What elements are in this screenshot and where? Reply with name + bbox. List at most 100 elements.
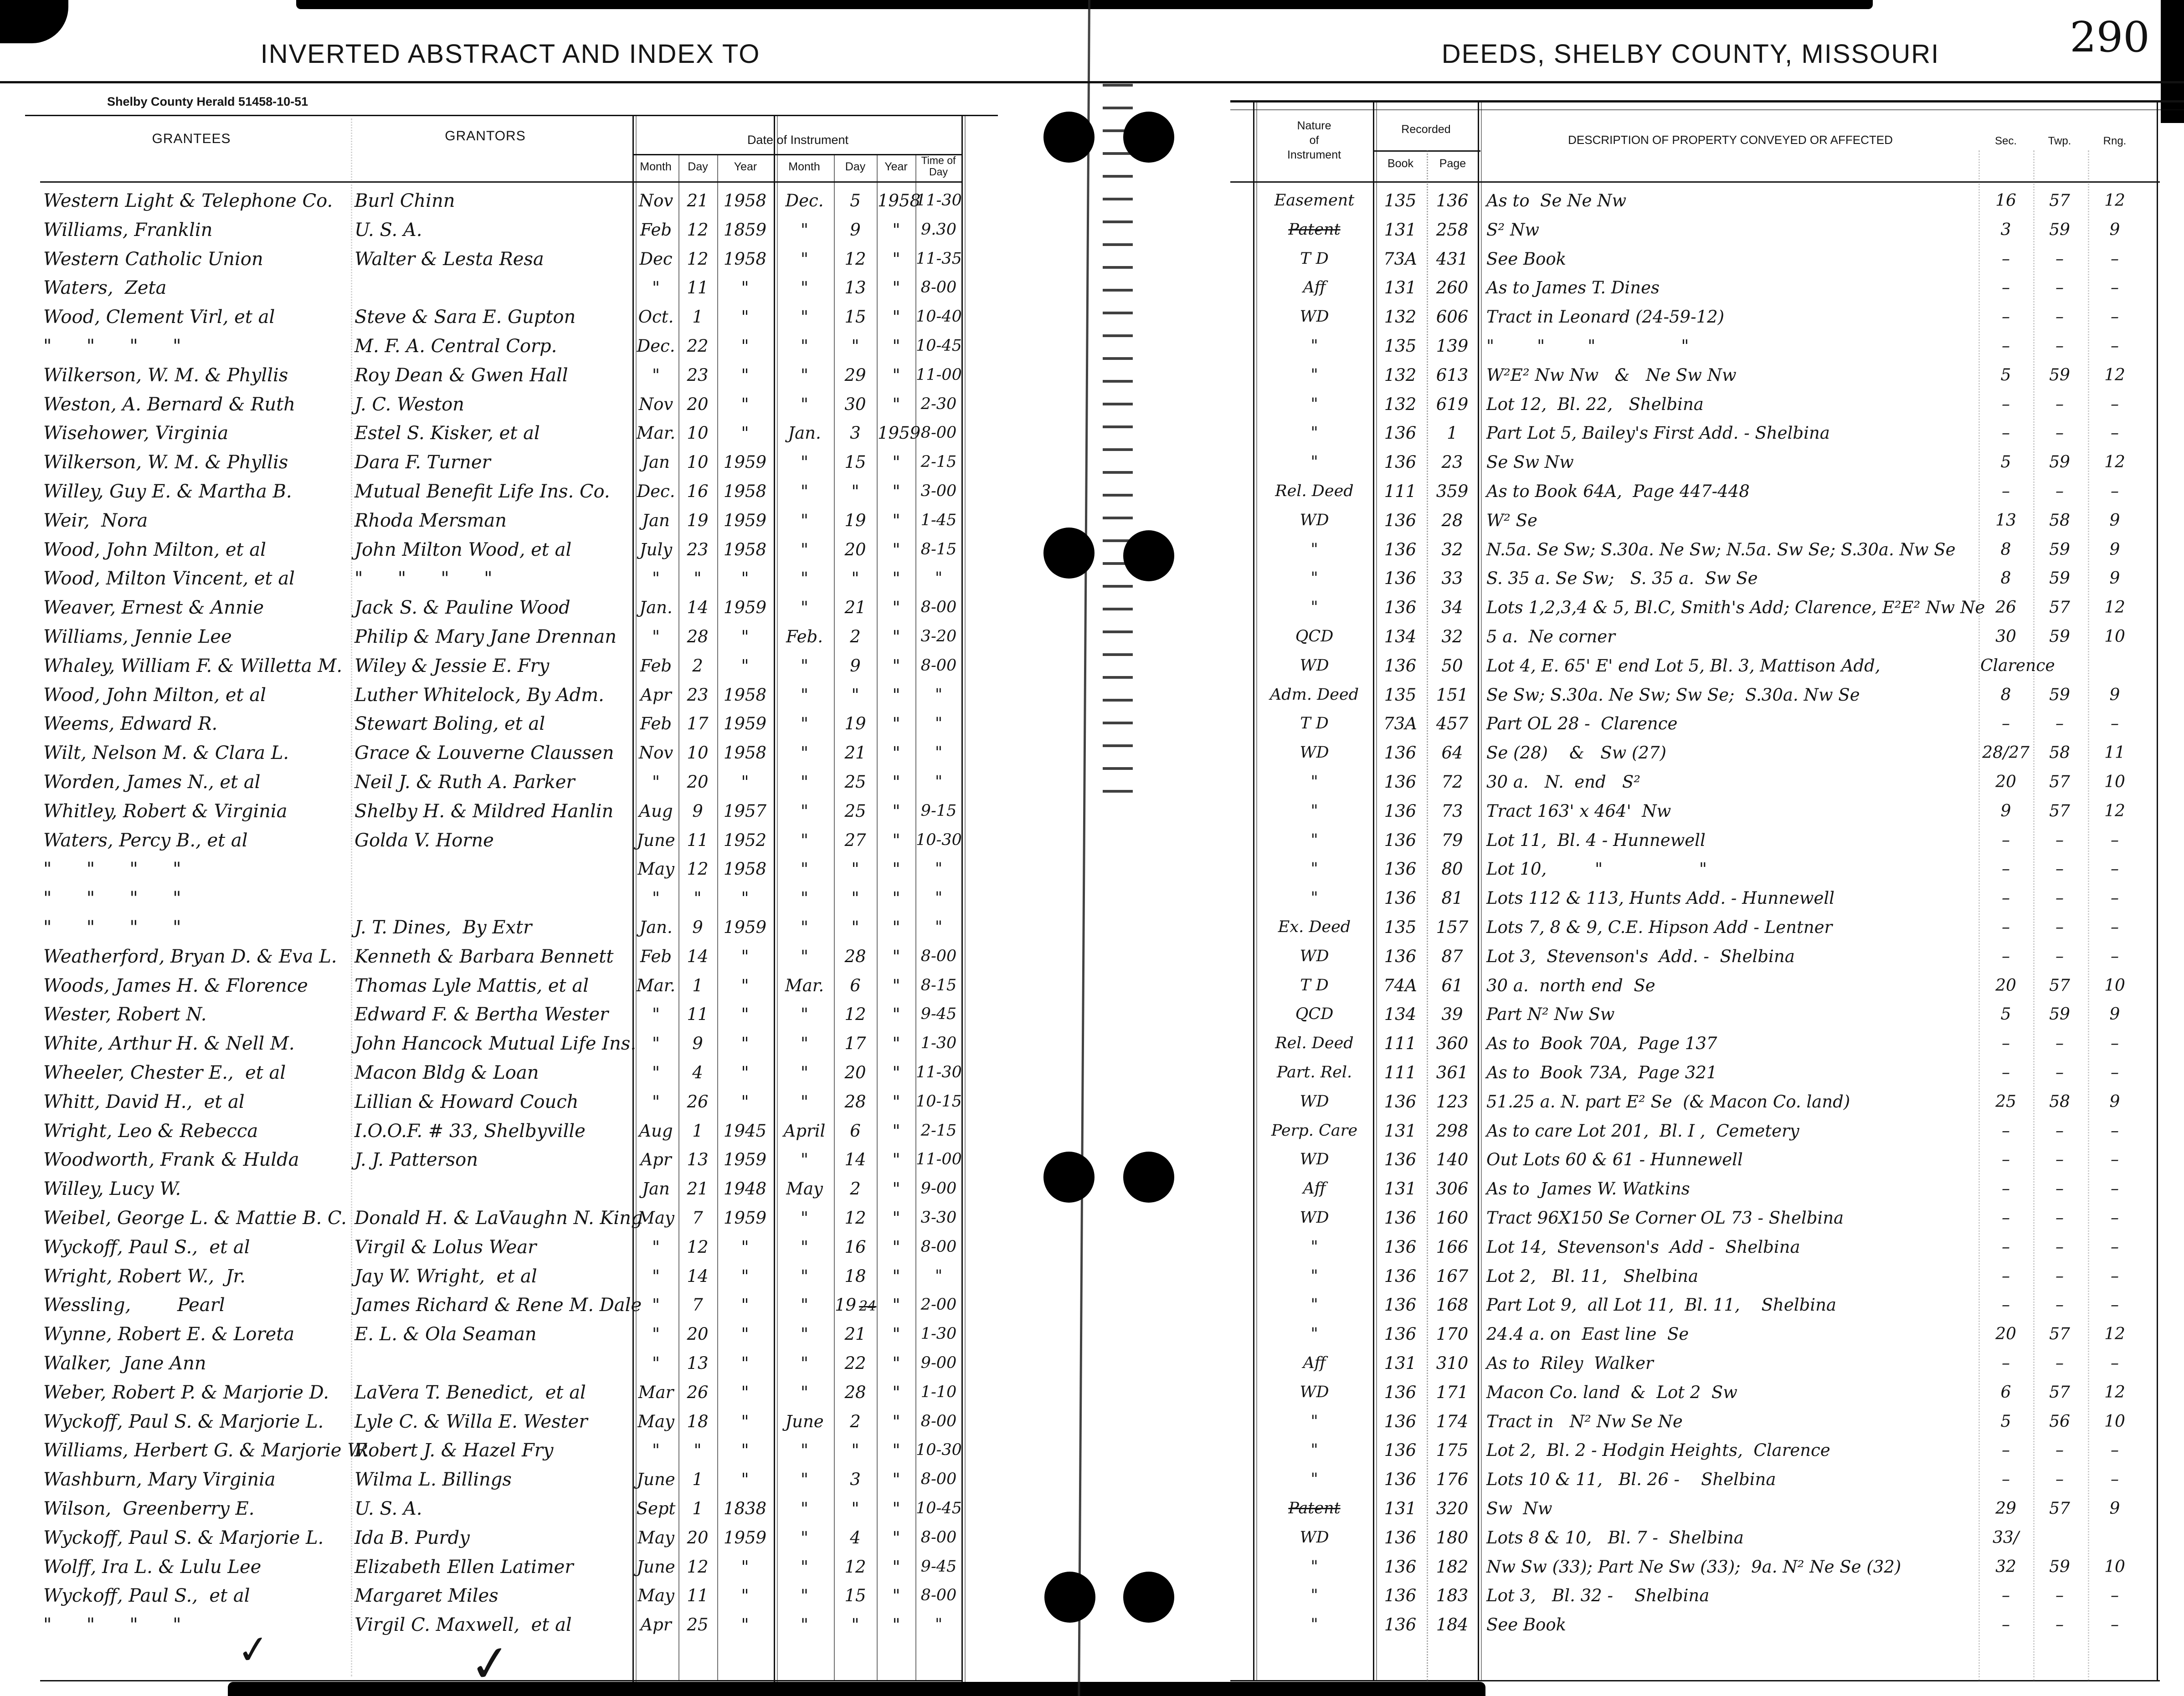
cell-sec: – xyxy=(2002,337,2010,355)
cell-book: 73A xyxy=(1383,249,1417,269)
cell-instrument-year: 1959 xyxy=(723,452,767,472)
cell-grantee: Wright, Robert W., Jr. xyxy=(43,1266,246,1287)
cell-sec: – xyxy=(2002,1266,2010,1286)
cell-nature-of-instrument: " xyxy=(1310,1237,1318,1256)
cell-rng: – xyxy=(2111,482,2119,501)
cell-instrument-month: June xyxy=(637,1470,675,1490)
cell-grantor: Grace & Louverne Claussen xyxy=(355,743,614,764)
cell-description: As to James W. Watkins xyxy=(1486,1179,1690,1199)
cell-twp: 57 xyxy=(2049,191,2070,210)
subcol-book: Book xyxy=(1387,157,1413,170)
cell-time-of-day: 8-00 xyxy=(920,278,957,297)
cell-instrument-day: 9 xyxy=(692,917,703,937)
cell-filing-month: " xyxy=(800,743,809,763)
cell-grantor: Stewart Boling, et al xyxy=(355,713,545,735)
cell-page: 260 xyxy=(1436,278,1469,298)
cell-instrument-day: " xyxy=(694,1440,702,1460)
cell-description: As to Book 73A, Page 321 xyxy=(1486,1063,1717,1082)
cell-nature-of-instrument: WD xyxy=(1300,656,1329,675)
cell-filing-year: " xyxy=(892,1411,900,1431)
cell-nature-of-instrument: Aff xyxy=(1303,278,1326,297)
cell-rng: – xyxy=(2111,395,2119,414)
cell-filing-day: 28 xyxy=(844,1091,866,1112)
cell-page: 73 xyxy=(1441,801,1463,821)
cell-rng: 12 xyxy=(2104,801,2125,820)
cell-page: 168 xyxy=(1436,1295,1469,1315)
cell-filing-year: " xyxy=(892,1440,900,1460)
cell-instrument-month: Jan xyxy=(642,452,670,472)
table-row: Williams, Jennie Lee Philip & Mary Jane … xyxy=(0,624,2184,653)
table-row: Wood, Clement Virl, et al Steve & Sara E… xyxy=(0,304,2184,333)
cell-rng: 12 xyxy=(2104,191,2125,210)
cell-filing-year: " xyxy=(892,1499,900,1518)
table-row: Whitley, Robert & Virginia Shelby H. & M… xyxy=(0,798,2184,827)
table-row: Washburn, Mary Virginia Wilma L. Billing… xyxy=(0,1466,2184,1496)
col-line xyxy=(774,115,775,1682)
col-line-dotted xyxy=(1978,150,1980,1681)
cell-filing-month: " xyxy=(800,307,809,327)
cell-description: Part Lot 5, Bailey's First Add. - Shelbi… xyxy=(1486,423,1830,443)
cell-rng: – xyxy=(2111,1063,2119,1082)
cell-filing-day: 2 xyxy=(850,627,861,646)
table-row: Wilt, Nelson M. & Clara L. Grace & Louve… xyxy=(0,740,2184,769)
cell-book: 136 xyxy=(1384,772,1417,792)
cell-twp: – xyxy=(2056,889,2064,908)
cell-filing-year: " xyxy=(892,1237,900,1257)
cell-description: See Book xyxy=(1486,249,1567,269)
cell-filing-year: 1959 xyxy=(878,423,921,443)
cell-instrument-year: " xyxy=(741,1034,749,1054)
rule xyxy=(0,81,2184,83)
table-row: Williams, Herbert G. & Marjorie W. Rober… xyxy=(0,1437,2184,1466)
cell-sec: – xyxy=(2002,1237,2010,1256)
cell-instrument-day: 1 xyxy=(692,307,703,327)
cell-filing-month: " xyxy=(800,1237,809,1257)
cell-page: 139 xyxy=(1436,336,1469,356)
cell-filing-day: 19 xyxy=(844,714,866,734)
cell-instrument-year: " xyxy=(741,1091,749,1112)
cell-filing-month: " xyxy=(800,859,809,879)
cell-filing-year: " xyxy=(892,714,900,734)
cell-twp: 57 xyxy=(2049,773,2070,791)
table-row: Waters, Zeta " 11 " " 13 " 8-00 Aff 131 … xyxy=(0,275,2184,304)
cell-instrument-year: 1958 xyxy=(723,685,767,705)
cell-filing-year: " xyxy=(892,1063,900,1082)
cell-description: Lots 1,2,3,4 & 5, Bl.C, Smith's Add; Cla… xyxy=(1486,598,1985,618)
col-line xyxy=(961,115,963,1682)
cell-book: 136 xyxy=(1384,1527,1417,1547)
cell-nature-of-instrument: " xyxy=(1310,1296,1318,1314)
cell-page: 1 xyxy=(1447,423,1458,443)
cell-grantee: Whitley, Robert & Virginia xyxy=(43,800,288,822)
cell-sec: 20 xyxy=(1995,976,2016,995)
table-row: " " " " M. F. A. Central Corp. Dec. 22 "… xyxy=(0,333,2184,362)
cell-twp: – xyxy=(2056,278,2064,297)
cell-instrument-year: " xyxy=(741,975,749,995)
cell-page: 61 xyxy=(1441,975,1463,995)
cell-instrument-day: 23 xyxy=(687,365,709,385)
cell-nature-of-instrument: WD xyxy=(1300,1383,1329,1401)
cell-instrument-day: 11 xyxy=(687,1004,709,1025)
cell-description: Tract in N² Nw Se Ne xyxy=(1486,1411,1683,1431)
cell-page: 79 xyxy=(1441,830,1463,850)
cell-time-of-day: " xyxy=(935,918,943,936)
cell-filing-day: 17 xyxy=(844,1034,866,1054)
cell-sec: 20 xyxy=(1995,1325,2016,1344)
col-header-nature-3: Instrument xyxy=(1287,149,1341,161)
table-row: Wessling, Pearl James Richard & Rene M. … xyxy=(0,1292,2184,1321)
cell-instrument-month: June xyxy=(637,1557,675,1577)
cell-page: 136 xyxy=(1436,191,1469,210)
cell-book: 111 xyxy=(1384,1034,1417,1054)
cell-page: 81 xyxy=(1441,888,1463,908)
cell-book: 131 xyxy=(1384,220,1417,240)
cell-grantee: Western Light & Telephone Co. xyxy=(43,190,333,211)
cell-page: 170 xyxy=(1436,1324,1469,1344)
cell-book: 136 xyxy=(1384,1324,1417,1344)
cell-grantor: U. S. A. xyxy=(355,1498,422,1519)
cell-instrument-year: " xyxy=(741,1557,749,1577)
cell-time-of-day: 1-45 xyxy=(920,511,957,529)
col-line xyxy=(1373,102,1374,1681)
cell-instrument-year: " xyxy=(741,1353,749,1373)
cell-grantor: LaVera T. Benedict, et al xyxy=(355,1382,586,1403)
cell-page: 431 xyxy=(1436,249,1469,269)
cell-page: 298 xyxy=(1436,1121,1469,1141)
cell-twp: 57 xyxy=(2049,1383,2070,1402)
